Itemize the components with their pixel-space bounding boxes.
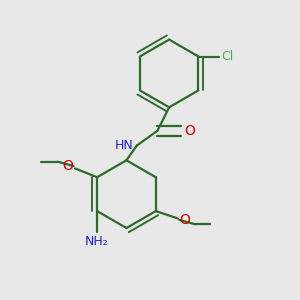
Text: HN: HN	[115, 139, 134, 152]
Text: Cl: Cl	[221, 50, 234, 63]
Text: NH₂: NH₂	[85, 235, 109, 248]
Text: O: O	[179, 213, 190, 227]
Text: O: O	[184, 124, 195, 138]
Text: O: O	[63, 159, 74, 173]
